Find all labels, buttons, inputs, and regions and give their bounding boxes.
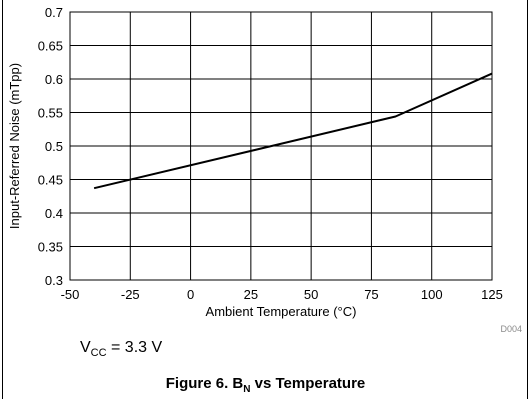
y-tick-label: 0.5 xyxy=(45,139,63,154)
x-tick-label: 0 xyxy=(187,287,194,302)
series-group xyxy=(93,72,493,190)
x-tick-label: 50 xyxy=(304,287,318,302)
y-tick-label: 0.3 xyxy=(45,273,63,288)
x-tick-label: -50 xyxy=(61,287,80,302)
x-tick-labels: -50 -25 0 25 50 75 100 125 xyxy=(61,287,503,302)
x-tick-label: -25 xyxy=(121,287,140,302)
supply-voltage-annotation: VCC = 3.3 V xyxy=(80,339,162,359)
figure-code-label: D004 xyxy=(500,324,522,334)
y-tick-label: 0.6 xyxy=(45,72,63,87)
annotation-prefix: V xyxy=(80,339,91,356)
x-tick-label: 75 xyxy=(364,287,378,302)
y-tick-label: 0.45 xyxy=(38,173,63,188)
y-tick-label: 0.55 xyxy=(38,106,63,121)
x-tick-label: 25 xyxy=(244,287,258,302)
y-tick-label: 0.4 xyxy=(45,206,63,221)
x-tick-label: 100 xyxy=(421,287,443,302)
x-axis-label: Ambient Temperature (°C) xyxy=(206,304,357,319)
plot-area xyxy=(69,11,493,281)
caption-subscript: N xyxy=(243,384,251,395)
figure-caption: Figure 6. BN vs Temperature xyxy=(0,375,531,395)
y-tick-label: 0.35 xyxy=(38,240,63,255)
chart-grid xyxy=(69,11,493,281)
caption-prefix: Figure 6. B xyxy=(165,375,244,392)
chart: -50 -25 0 25 50 75 100 125 0.3 0.35 0.4 0.45 0.5 0.5… xyxy=(7,5,522,334)
y-tick-label: 0.65 xyxy=(38,39,63,54)
annotation-suffix: = 3.3 V xyxy=(106,339,163,356)
caption-suffix: vs Temperature xyxy=(250,375,366,392)
y-tick-label: 0.7 xyxy=(45,5,63,20)
y-tick-labels: 0.3 0.35 0.4 0.45 0.5 0.55 0.6 0.65 0.7 xyxy=(38,5,63,288)
y-axis-label: Input-Referred Noise (mTpp) xyxy=(7,63,22,229)
x-tick-label: 125 xyxy=(481,287,503,302)
series-line xyxy=(93,72,493,190)
annotation-subscript: CC xyxy=(90,347,107,360)
